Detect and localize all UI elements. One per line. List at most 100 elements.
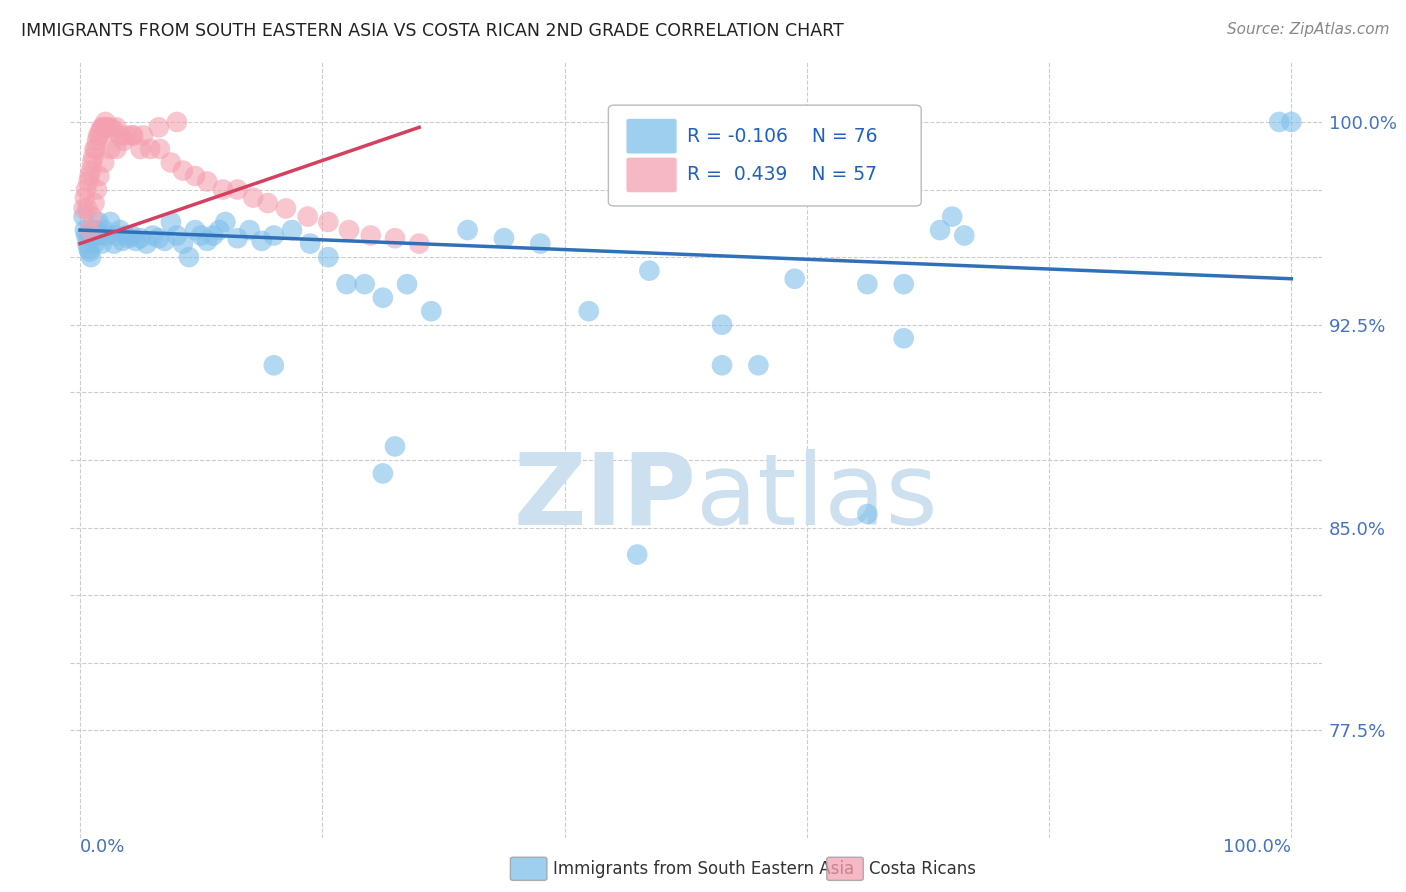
Point: [90, 236, 112, 251]
Point: [72, 202, 94, 216]
Point: [202, 228, 225, 243]
Point: [638, 263, 661, 277]
Point: [318, 250, 340, 264]
Point: [96, 228, 118, 243]
Point: [77, 242, 100, 256]
Point: [318, 215, 340, 229]
Point: [83, 236, 105, 251]
Point: [83, 196, 105, 211]
FancyBboxPatch shape: [626, 119, 678, 154]
Point: [89, 169, 111, 183]
Point: [153, 234, 176, 248]
Point: [108, 128, 131, 143]
Point: [135, 236, 157, 251]
Point: [98, 120, 121, 135]
Point: [263, 228, 285, 243]
Point: [72, 210, 94, 224]
Point: [112, 134, 135, 148]
Point: [84, 142, 107, 156]
Point: [226, 182, 249, 196]
Point: [172, 236, 194, 251]
Point: [75, 182, 97, 196]
Point: [91, 120, 114, 135]
Point: [529, 236, 551, 251]
Point: [125, 234, 148, 248]
Text: Immigrants from South Eastern Asia: Immigrants from South Eastern Asia: [553, 860, 853, 878]
Point: [73, 223, 96, 237]
Point: [1279, 115, 1302, 129]
Point: [86, 228, 108, 243]
Point: [122, 128, 145, 143]
Point: [94, 115, 117, 129]
Point: [578, 304, 600, 318]
Point: [139, 142, 162, 156]
Point: [335, 277, 357, 292]
Point: [105, 228, 128, 243]
Point: [396, 277, 419, 292]
Point: [242, 191, 264, 205]
Point: [420, 304, 443, 318]
Text: Source: ZipAtlas.com: Source: ZipAtlas.com: [1226, 22, 1389, 37]
Text: R =  0.439    N = 57: R = 0.439 N = 57: [688, 165, 877, 185]
Point: [783, 272, 806, 286]
Point: [172, 163, 194, 178]
Point: [250, 234, 273, 248]
Point: [90, 120, 112, 135]
Point: [166, 115, 188, 129]
Point: [184, 223, 207, 237]
Point: [93, 155, 115, 169]
Point: [856, 507, 879, 521]
Point: [129, 142, 152, 156]
Point: [103, 236, 125, 251]
Text: Costa Ricans: Costa Ricans: [869, 860, 976, 878]
Point: [148, 231, 170, 245]
Point: [747, 359, 769, 373]
Point: [893, 277, 915, 292]
Point: [115, 228, 138, 243]
Point: [893, 331, 915, 345]
Point: [212, 182, 235, 196]
Text: ZIP: ZIP: [513, 449, 696, 546]
Point: [274, 202, 297, 216]
Point: [190, 228, 212, 243]
Point: [360, 228, 382, 243]
Point: [177, 250, 200, 264]
Point: [84, 223, 107, 237]
Point: [856, 277, 879, 292]
Point: [117, 231, 139, 245]
Text: atlas: atlas: [696, 449, 938, 546]
Point: [208, 223, 231, 237]
Point: [83, 142, 105, 156]
Point: [105, 142, 128, 156]
Point: [239, 223, 262, 237]
Point: [77, 174, 100, 188]
Point: [166, 228, 188, 243]
Point: [73, 191, 96, 205]
Point: [87, 128, 110, 143]
Point: [86, 182, 108, 196]
Point: [626, 548, 648, 562]
Point: [384, 231, 406, 245]
Point: [93, 223, 115, 237]
Point: [142, 228, 165, 243]
Point: [149, 142, 172, 156]
Point: [953, 228, 976, 243]
Point: [115, 128, 138, 143]
Point: [195, 234, 218, 248]
Point: [82, 150, 104, 164]
Point: [87, 215, 110, 229]
Point: [226, 231, 249, 245]
Point: [256, 196, 278, 211]
Point: [132, 128, 155, 143]
Point: [929, 223, 952, 237]
Point: [195, 174, 218, 188]
Point: [160, 155, 183, 169]
Point: [1268, 115, 1291, 129]
Text: IMMIGRANTS FROM SOUTH EASTERN ASIA VS COSTA RICAN 2ND GRADE CORRELATION CHART: IMMIGRANTS FROM SOUTH EASTERN ASIA VS CO…: [21, 22, 844, 40]
Point: [80, 250, 103, 264]
Point: [711, 318, 734, 332]
FancyBboxPatch shape: [609, 105, 921, 206]
Point: [82, 155, 104, 169]
Point: [214, 215, 236, 229]
Point: [160, 215, 183, 229]
